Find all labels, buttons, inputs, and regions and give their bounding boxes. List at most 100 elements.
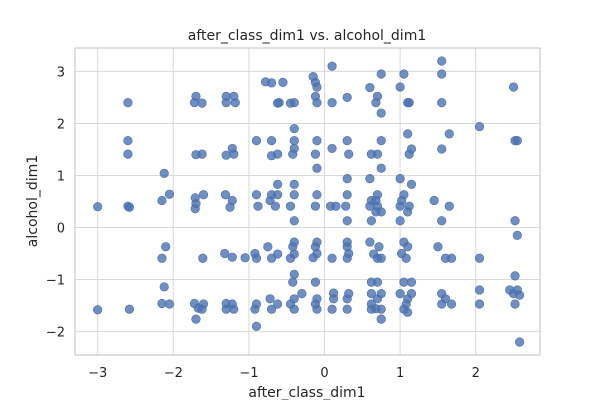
y-tick-label: 1 — [57, 169, 65, 184]
data-point — [372, 149, 383, 159]
data-point — [310, 149, 321, 159]
data-point — [365, 82, 375, 93]
x-tick-label: 1 — [396, 366, 404, 381]
data-point — [93, 202, 103, 212]
data-point — [312, 136, 322, 146]
data-point — [366, 304, 376, 314]
data-point — [395, 174, 405, 184]
data-point — [230, 98, 240, 108]
data-point — [273, 249, 283, 259]
data-point — [403, 242, 413, 252]
data-point — [123, 149, 133, 159]
data-point — [263, 242, 273, 252]
data-point — [327, 61, 337, 71]
data-point — [266, 151, 277, 161]
data-point — [289, 179, 299, 189]
data-point — [374, 242, 384, 252]
data-point — [164, 299, 175, 309]
data-point — [403, 129, 413, 139]
data-point — [508, 82, 519, 92]
data-point — [437, 98, 447, 108]
data-point — [289, 269, 299, 279]
data-point — [278, 77, 288, 87]
data-point — [376, 253, 386, 263]
data-point — [251, 136, 262, 146]
data-point — [395, 216, 405, 226]
data-point — [273, 190, 283, 200]
data-point — [474, 253, 485, 263]
data-point — [403, 307, 413, 317]
y-tick-label: 2 — [57, 117, 65, 132]
x-tick-label: −2 — [164, 366, 183, 381]
data-point — [474, 285, 485, 295]
data-point — [376, 207, 386, 217]
data-point — [289, 190, 299, 200]
data-point — [395, 82, 405, 92]
data-point — [159, 168, 169, 179]
data-points — [93, 56, 525, 347]
data-point — [510, 271, 520, 281]
data-point — [285, 201, 296, 211]
data-point — [331, 201, 341, 211]
data-point — [288, 277, 298, 287]
data-point — [157, 253, 167, 263]
data-point — [312, 163, 322, 173]
data-point — [198, 253, 208, 263]
data-point — [266, 78, 277, 88]
data-point — [327, 143, 337, 154]
data-point — [159, 282, 169, 292]
data-point — [312, 304, 322, 314]
data-point — [437, 144, 447, 154]
data-point — [124, 202, 135, 212]
data-point — [265, 294, 275, 304]
data-point — [404, 201, 414, 211]
data-point — [266, 136, 277, 146]
data-point — [253, 201, 263, 211]
y-tick-label: 0 — [57, 222, 65, 237]
data-point — [310, 201, 321, 211]
data-point — [229, 304, 239, 314]
data-point — [164, 189, 175, 199]
data-point — [406, 289, 417, 299]
data-point — [446, 253, 457, 263]
data-point — [404, 98, 414, 108]
data-point — [365, 237, 375, 247]
data-point — [289, 304, 299, 314]
data-point — [376, 108, 386, 118]
grid-lines — [75, 48, 540, 355]
data-point — [191, 314, 201, 324]
data-point — [190, 204, 200, 214]
data-point — [406, 179, 417, 189]
data-point — [342, 174, 352, 184]
data-point — [433, 242, 443, 252]
chart-title: after_class_dim1 vs. alcohol_dim1 — [188, 28, 427, 44]
data-point — [376, 304, 386, 314]
y-tick-label: −1 — [46, 274, 65, 289]
data-point — [250, 304, 260, 314]
data-point — [437, 216, 447, 226]
y-axis-label: alcohol_dim1 — [25, 155, 41, 247]
data-point — [437, 56, 447, 66]
data-point — [474, 121, 485, 132]
data-point — [124, 304, 135, 314]
data-point — [289, 136, 299, 146]
data-point — [342, 216, 352, 226]
data-point — [342, 304, 352, 314]
plot-frame — [74, 47, 541, 356]
data-point — [342, 190, 352, 200]
data-point — [372, 190, 383, 200]
data-point — [251, 190, 262, 200]
data-point — [366, 216, 376, 226]
data-point — [297, 289, 307, 299]
data-point — [437, 69, 447, 79]
data-point — [444, 201, 454, 211]
x-tick-label: −3 — [88, 366, 107, 381]
data-point — [444, 129, 454, 139]
data-point — [251, 253, 262, 263]
data-point — [342, 253, 352, 263]
data-point — [328, 294, 339, 304]
data-point — [512, 136, 522, 146]
data-point — [401, 253, 411, 263]
data-point — [342, 92, 352, 103]
